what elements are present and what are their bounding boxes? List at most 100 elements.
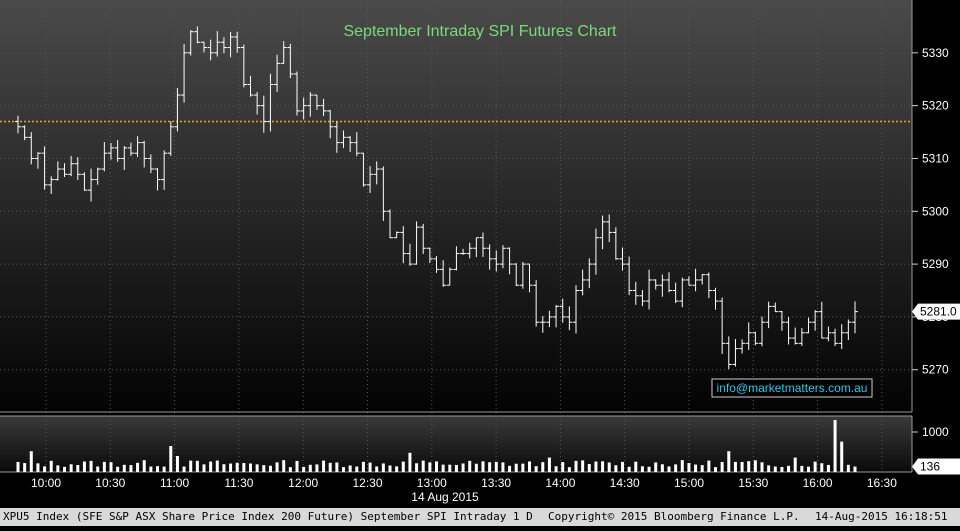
ohlc-bar [712, 287, 719, 310]
time-tick-label: 16:30 [867, 476, 897, 490]
ohlc-bar [460, 248, 467, 255]
ohlc-bar [499, 245, 506, 269]
ohlc-bar [400, 226, 407, 264]
ohlc-bar [679, 277, 686, 308]
volume-bar [607, 462, 611, 472]
volume-bar [647, 466, 651, 472]
volume-bar [23, 463, 27, 472]
volume-bar [215, 460, 219, 472]
volume-bar [202, 464, 206, 472]
volume-bar [826, 464, 830, 472]
ohlc-bar [699, 274, 706, 285]
ohlc-bar [513, 263, 520, 287]
volume-bar [733, 461, 737, 472]
volume-bar [29, 451, 33, 472]
volume-bar [229, 463, 233, 472]
ohlc-bar [154, 168, 161, 191]
volume-bar [268, 465, 272, 472]
ohlc-bar [533, 280, 540, 327]
volume-bar [335, 462, 339, 472]
ohlc-bar [453, 246, 460, 271]
ohlc-bar [759, 316, 765, 347]
volume-bar [381, 463, 385, 472]
last-volume-label: 136 [912, 458, 960, 475]
ohlc-bar [446, 267, 453, 286]
volume-bar [56, 465, 60, 472]
ohlc-bar [300, 97, 307, 120]
volume-bar [302, 466, 306, 472]
ohlc-bar [765, 301, 772, 329]
volume-bar [355, 466, 359, 472]
ohlc-bar [426, 247, 433, 263]
ohlc-bar [101, 142, 108, 172]
x-axis-date-label: 14 Aug 2015 [411, 490, 479, 504]
ohlc-bar [692, 268, 699, 292]
volume-bar [149, 466, 153, 472]
ohlc-bar [526, 263, 533, 293]
ohlc-bar [373, 161, 380, 185]
ohlc-bar [632, 281, 639, 305]
ohlc-bar [626, 256, 633, 296]
ohlc-bar [214, 31, 221, 57]
ohlc-bar [812, 310, 819, 331]
ohlc-bar [15, 115, 21, 134]
volume-bar [807, 466, 810, 472]
footer-timestamp: 14-Aug-2015 16:18:51 [815, 510, 948, 523]
volume-bar [255, 464, 259, 472]
watermark-box [711, 378, 873, 398]
volume-bar [700, 465, 704, 472]
ohlc-bar [805, 317, 812, 334]
svg-text:136: 136 [920, 460, 940, 474]
volume-bar [235, 462, 239, 472]
ohlc-bar [234, 31, 241, 53]
volume-bar [687, 463, 691, 472]
ohlc-bar [420, 223, 427, 254]
volume-bar [787, 465, 791, 472]
volume-bar [740, 462, 744, 472]
ohlc-bar [294, 71, 300, 116]
volume-bar [116, 466, 120, 472]
price-tick-label: 5310 [922, 151, 949, 165]
ohlc-bar [659, 274, 666, 297]
volume-bar [368, 462, 372, 472]
ohlc-bar [739, 339, 746, 354]
volume-bar [514, 463, 518, 472]
ohlc-bar [167, 121, 174, 156]
ohlc-bar [327, 109, 334, 139]
ohlc-bar [566, 306, 573, 331]
ohlc-bar [74, 157, 81, 180]
ohlc-bar [666, 272, 672, 293]
volume-bar [82, 461, 86, 472]
volume-bar [587, 464, 591, 472]
volume-bar [136, 462, 140, 472]
volume-bar [242, 463, 246, 472]
time-tick-label: 14:00 [545, 476, 575, 490]
volume-bar [707, 460, 711, 472]
volume-bar [667, 466, 671, 472]
ohlc-bar [194, 26, 201, 44]
time-tick-label: 15:00 [674, 476, 704, 490]
volume-bar [401, 461, 405, 472]
volume-bar [660, 464, 664, 472]
time-tick-label: 13:30 [481, 476, 511, 490]
volume-bar [813, 461, 817, 472]
ohlc-bar [254, 91, 261, 115]
ohlc-bar [187, 30, 194, 56]
ohlc-bar [34, 152, 41, 169]
volume-bar [547, 457, 551, 472]
ohlc-bar [220, 37, 227, 54]
ohlc-bar [612, 227, 619, 260]
volume-bar [820, 463, 824, 472]
ohlc-bar [367, 166, 374, 193]
volume-bar [441, 464, 445, 472]
volume-bar [780, 467, 784, 472]
volume-bar [488, 462, 492, 472]
volume-bar [501, 462, 505, 472]
ohlc-bar [393, 231, 400, 239]
ohlc-bar [619, 247, 626, 271]
volume-bar [421, 460, 425, 472]
ohlc-bar [785, 316, 792, 345]
ohlc-bar [672, 282, 679, 304]
ohlc-bar [21, 125, 28, 141]
volume-bar [614, 465, 618, 472]
